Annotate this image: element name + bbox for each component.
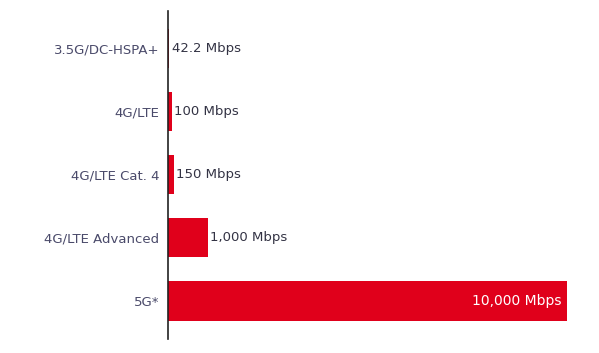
Bar (168, 155, 174, 194)
Text: 100 Mbps: 100 Mbps (174, 105, 239, 118)
Bar (168, 281, 567, 321)
Text: 42.2 Mbps: 42.2 Mbps (172, 42, 241, 55)
Bar (168, 29, 170, 68)
Bar (168, 92, 172, 131)
Text: 1,000 Mbps: 1,000 Mbps (210, 231, 288, 244)
Text: 150 Mbps: 150 Mbps (176, 168, 241, 181)
Text: 10,000 Mbps: 10,000 Mbps (471, 294, 561, 308)
Bar (168, 218, 208, 257)
